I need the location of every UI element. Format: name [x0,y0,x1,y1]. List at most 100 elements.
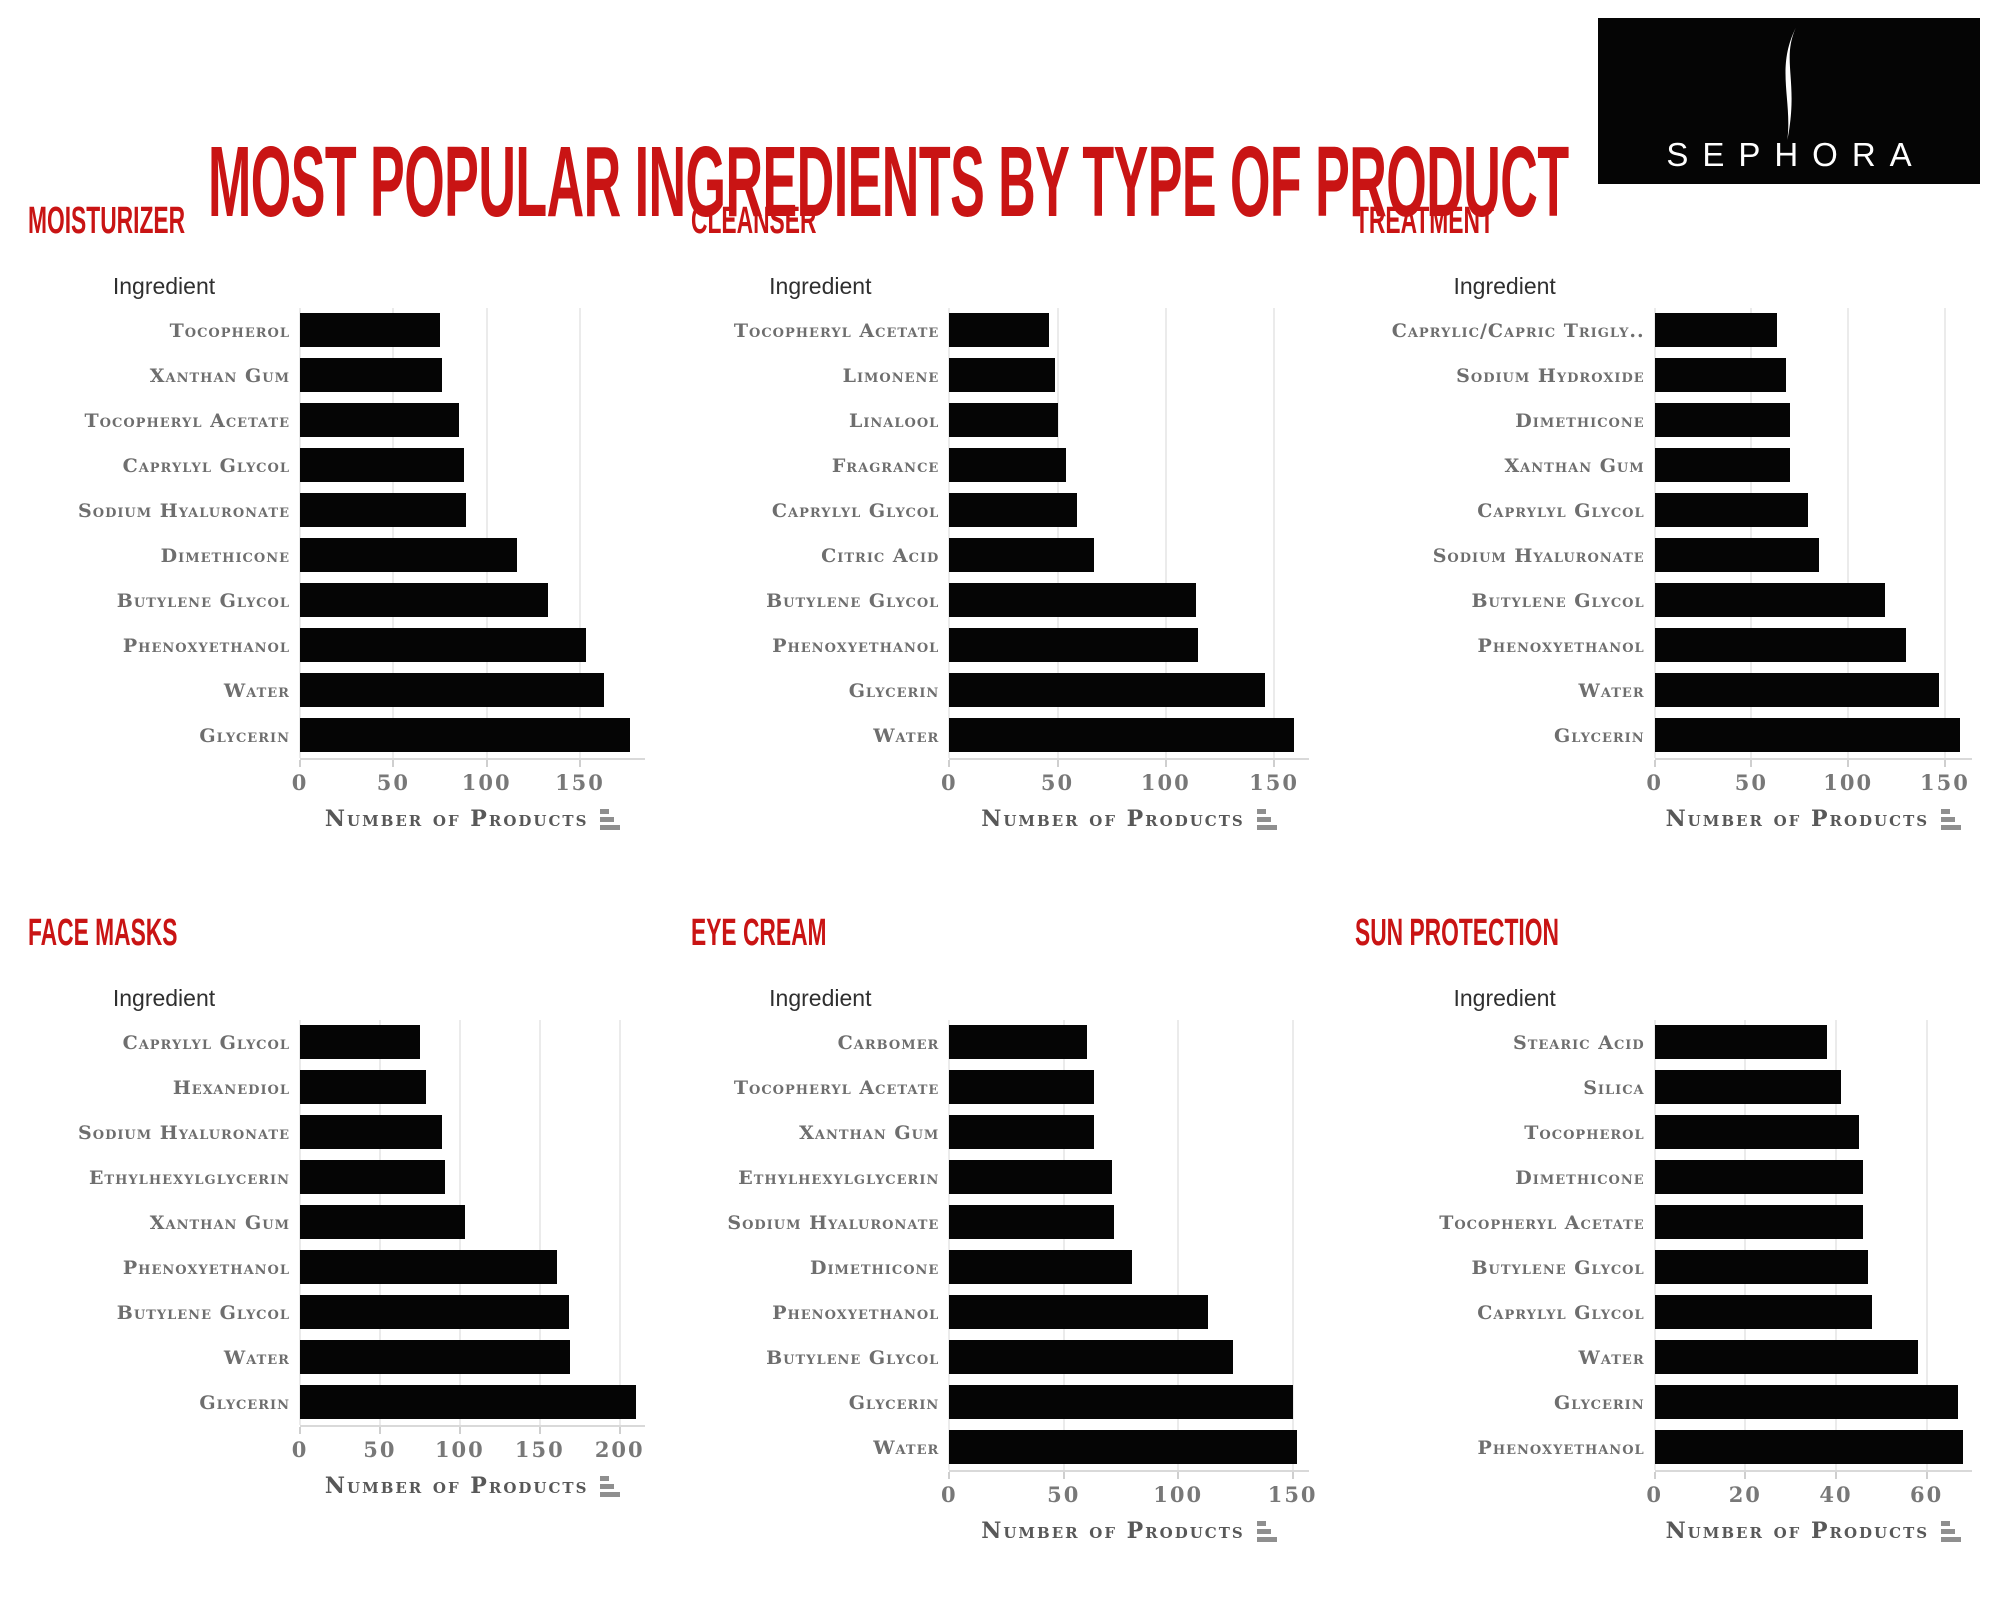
bar[interactable] [1654,1070,1841,1104]
chart-panel-sun-protection: SUN PROTECTION Ingredient Stearic Acid Sili… [1355,912,1972,1544]
bar[interactable] [1654,718,1961,752]
bar[interactable] [949,1160,1112,1194]
bar-row: Xanthan Gum [1355,443,1972,488]
bar[interactable] [300,628,586,662]
section-title-moisturizer: MOISTURIZER [28,200,186,242]
bar[interactable] [1654,313,1777,347]
bar-track [1654,713,1972,758]
tick-label-100: 100 [1153,1482,1204,1507]
bar[interactable] [949,313,1049,347]
section-title-cleanser: CLEANSER [691,200,817,242]
bar-row: Dimethicone [691,1245,1308,1290]
bar[interactable] [300,538,517,572]
bar[interactable] [1654,403,1791,437]
bar[interactable] [949,673,1266,707]
bar[interactable] [300,1160,446,1194]
bar-track [949,1245,1308,1290]
bar[interactable] [300,583,549,617]
bar[interactable] [300,1205,465,1239]
bar[interactable] [1654,358,1787,392]
bar[interactable] [1654,1430,1963,1464]
bar[interactable] [949,358,1056,392]
x-axis-ticks: 0 20 40 60 [1646,1472,1972,1516]
bar[interactable] [949,1385,1293,1419]
bar[interactable] [1654,673,1940,707]
bar[interactable] [300,1340,571,1374]
bar[interactable] [300,403,459,437]
gridlines [948,1020,1308,1470]
bar[interactable] [949,448,1067,482]
bar[interactable] [949,1295,1208,1329]
bar[interactable] [1654,1160,1864,1194]
bar[interactable] [300,448,465,482]
bar[interactable] [949,628,1199,662]
sort-icon[interactable] [1941,808,1962,830]
bar-track [300,1065,645,1110]
bar-track [1654,1245,1972,1290]
sort-icon[interactable] [600,808,621,830]
ingredient-label: Water [1578,1346,1645,1369]
gridline-0 [299,308,301,758]
bar-row: Water [691,1425,1308,1470]
bar-track [949,668,1308,713]
bar[interactable] [1654,1025,1827,1059]
bar[interactable] [300,1385,636,1419]
bar-track [1654,578,1972,623]
ingredient-label: Dimethicone [1515,1166,1645,1189]
bar[interactable] [300,493,467,527]
bar[interactable] [949,1340,1234,1374]
bar-row: Limonene [691,353,1308,398]
bar[interactable] [300,1295,569,1329]
bar[interactable] [949,538,1095,572]
gridline-100 [1847,308,1850,758]
bar-row: Citric Acid [691,533,1308,578]
bar[interactable] [1654,1295,1873,1329]
bar[interactable] [1654,538,1820,572]
bar[interactable] [300,673,605,707]
bar[interactable] [1654,628,1907,662]
sort-icon[interactable] [1256,808,1277,830]
tick-label-100: 100 [1140,770,1191,795]
bar[interactable] [300,313,440,347]
brand-name: SEPHORA [1666,136,1926,173]
ingredient-label: Butylene Glycol [1471,1256,1645,1279]
sort-icon[interactable] [1256,1520,1277,1542]
bar-track [949,1110,1308,1155]
sort-icon[interactable] [600,1475,621,1497]
bar[interactable] [300,358,442,392]
bar[interactable] [1654,1115,1859,1149]
ingredient-axis-title: Ingredient [769,985,872,1011]
bar[interactable] [1654,1250,1868,1284]
bar[interactable] [949,403,1058,437]
tick-mark-20 [1744,1472,1747,1479]
plot-area: Caprylyl Glycol Hexanediol Sodium Hyaluron… [28,1020,645,1425]
bar[interactable] [949,493,1078,527]
bar[interactable] [949,583,1197,617]
bar[interactable] [949,1205,1115,1239]
bar[interactable] [300,1070,427,1104]
ingredient-label: Phenoxyethanol [1477,634,1645,657]
bar[interactable] [1654,1385,1959,1419]
bar[interactable] [300,1115,443,1149]
ingredient-label: Ethylhexylglycerin [88,1166,290,1189]
bar[interactable] [1654,1340,1918,1374]
bar[interactable] [949,1070,1094,1104]
ingredient-label: Caprylyl Glycol [1477,499,1645,522]
bar[interactable] [949,1025,1087,1059]
ingredient-label: Dimethicone [1515,409,1645,432]
bar[interactable] [300,1025,420,1059]
bar[interactable] [1654,1205,1864,1239]
sort-icon[interactable] [1941,1520,1962,1542]
bar[interactable] [949,1250,1133,1284]
tick-mark-50 [1056,760,1059,767]
bar[interactable] [300,718,631,752]
ingredient-label: Sodium Hyaluronate [727,1211,940,1234]
bar[interactable] [949,718,1294,752]
tick-label-150: 150 [1249,770,1299,795]
bar[interactable] [949,1115,1094,1149]
bar[interactable] [1654,583,1885,617]
bar[interactable] [949,1430,1298,1464]
bar[interactable] [1654,448,1791,482]
bar[interactable] [1654,493,1808,527]
bar[interactable] [300,1250,558,1284]
